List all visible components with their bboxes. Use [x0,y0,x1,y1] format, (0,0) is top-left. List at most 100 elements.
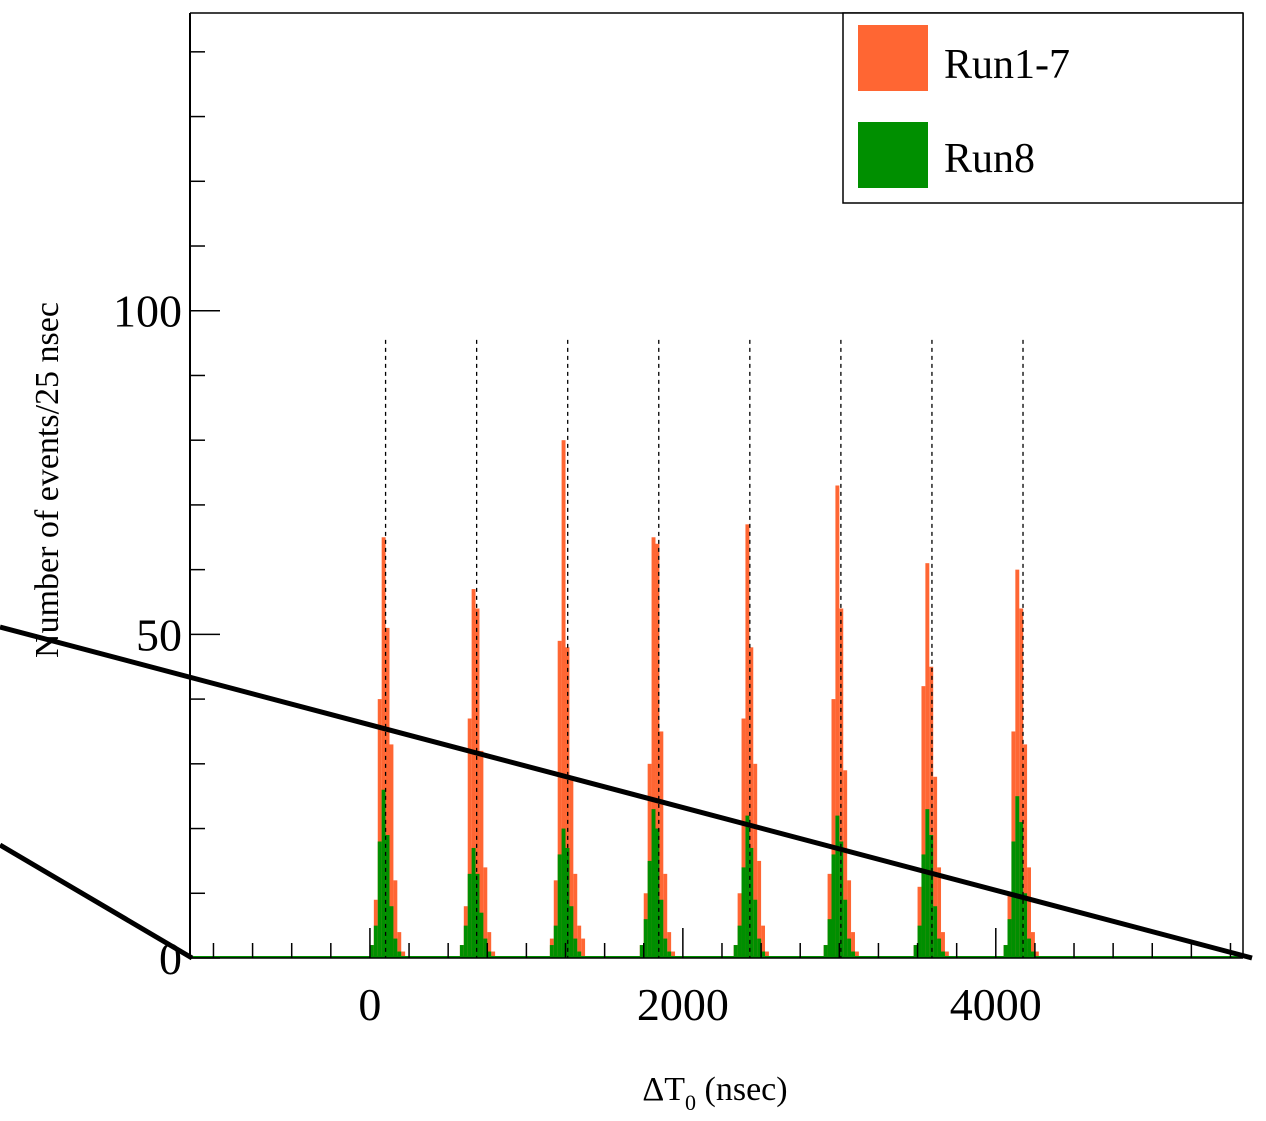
x-tick-label-2000: 2000 [637,979,729,1030]
bar-run1-7-3-8 [671,951,676,958]
bar-run1-7-5-3 [835,485,840,958]
bar-run8-4-7 [761,951,766,958]
bar-run1-7-0-3 [381,537,386,958]
bar-run8-1-2 [467,873,472,958]
bar-run8-3-7 [667,951,672,958]
bar-run8-5-0 [823,945,828,958]
bar-run1-7-7-4 [1019,608,1024,958]
bar-run8-6-3 [925,809,930,958]
overlay-line-lower [0,842,194,961]
bar-run1-7-6-3 [925,563,930,958]
bar-run1-7-6-7 [941,932,945,958]
bar-run8-1-4 [475,873,480,958]
bar-run1-7-6-1 [917,886,922,958]
bar-run8-5-6 [847,938,852,958]
bar-run1-7-0-7 [397,932,402,958]
bar-run8-3-4 [655,828,660,958]
bar-run8-5-1 [827,919,832,958]
bar-run1-7-6-5 [933,776,938,958]
bar-run1-7-2-7 [577,925,582,958]
bar-run1-7-1-2 [467,718,472,958]
bar-run1-7-3-5 [659,731,664,958]
bar-run1-7-4-2 [741,718,746,958]
bar-run8-1-5 [479,912,484,958]
bar-run1-7-7-6 [1027,867,1031,958]
bar-run8-0-0 [369,945,374,958]
bar-run1-7-3-3 [651,537,656,958]
legend-label-run1-7: Run1-7 [944,42,1070,88]
bar-run8-6-6 [937,938,942,958]
bar-run8-0-2 [377,841,382,958]
bar-run1-7-2-2 [557,640,562,958]
bar-run1-7-6-4 [929,666,934,958]
bar-run1-7-6-2 [921,686,926,958]
bar-run1-7-6-6 [937,867,942,958]
bar-run8-4-4 [749,847,754,958]
bar-run1-7-5-6 [847,880,852,958]
bar-run8-3-1 [643,919,648,958]
bar-run8-3-3 [651,809,656,958]
bar-run1-7-5-5 [843,770,848,958]
bar-run1-7-0-8 [401,951,406,958]
bar-run1-7-5-2 [831,699,836,958]
x-axis-title: ΔT0 (nsec) [642,1071,787,1115]
bar-run1-7-1-3 [471,589,476,958]
bar-run8-5-5 [843,899,848,958]
bar-run1-7-2-3 [561,440,566,958]
bar-run8-4-2 [741,867,746,958]
bar-run8-1-3 [471,847,476,958]
bar-run8-4-0 [733,945,738,958]
legend-swatch-run1-7 [858,25,928,91]
bar-run8-6-7 [941,951,945,958]
bar-run1-7-1-7 [487,932,492,958]
overlay-line-upper [0,624,1253,961]
bar-run8-2-0 [549,945,554,958]
bar-run1-7-4-8 [765,951,769,958]
bar-run1-7-1-8 [491,951,496,958]
bar-run8-6-5 [933,906,938,958]
bar-run1-7-7-8 [1034,951,1039,958]
bar-run1-7-7-5 [1023,744,1028,958]
bar-run1-7-4-4 [749,647,754,958]
bar-run8-6-1 [917,925,922,958]
bar-run1-7-2-1 [553,880,558,958]
bar-run1-7-7-3 [1015,569,1020,958]
bar-run8-2-3 [561,828,566,958]
bar-run1-7-4-3 [745,524,750,958]
y-axis-title: Number of events/25 nsec [29,302,66,658]
bar-run1-7-2-4 [565,647,570,958]
bunch-markers [384,339,1024,958]
legend-label-run8: Run8 [944,136,1035,182]
x-tick-label-0: 0 [358,979,381,1030]
bar-run8-4-3 [745,815,750,958]
overlay-lines [0,624,1253,961]
bar-run1-7-3-4 [655,543,660,958]
bar-run8-1-7 [487,951,492,958]
bar-run8-1-1 [463,925,468,958]
bar-run8-7-1 [1007,919,1012,958]
bar-run8-4-1 [737,925,742,958]
bar-run8-0-6 [393,938,398,958]
bar-run8-6-2 [921,854,926,958]
bar-run8-7-3 [1015,796,1020,958]
bar-run8-4-5 [753,899,758,958]
bar-run8-3-0 [639,945,644,958]
bar-run1-7-5-8 [854,951,859,958]
bar-run8-5-3 [835,815,840,958]
bar-run1-7-6-8 [944,951,949,958]
bar-run8-0-7 [397,951,402,958]
bar-run8-2-1 [553,925,558,958]
bar-run8-5-7 [851,951,855,958]
bar-run8-3-5 [659,899,664,958]
bar-run1-7-2-6 [573,873,578,958]
legend: Run1-7 Run8 [842,12,1244,204]
bar-run8-4-6 [757,938,762,958]
bar-run1-7-1-4 [475,608,480,958]
bar-run1-7-5-1 [827,873,832,958]
bar-run8-0-4 [385,835,390,958]
legend-swatch-run8 [858,122,928,188]
bar-run8-6-4 [929,835,934,958]
y-tick-label-50: 50 [136,609,182,660]
bar-run8-7-4 [1019,822,1024,958]
